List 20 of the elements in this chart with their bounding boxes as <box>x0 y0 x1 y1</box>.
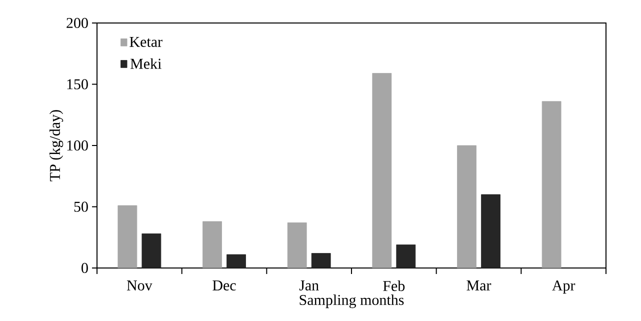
x-tick-label: Feb <box>383 280 405 292</box>
bar <box>311 253 331 268</box>
y-tick-label: 0 <box>82 262 88 274</box>
y-tick-label: 200 <box>66 18 88 28</box>
legend-label: Meki <box>130 58 162 69</box>
bar <box>142 233 162 268</box>
bar <box>226 254 246 268</box>
x-axis-title: Sampling months <box>300 294 404 308</box>
y-tick-label: 100 <box>67 140 88 151</box>
bar <box>481 194 500 268</box>
x-tick-label: Nov <box>126 280 152 290</box>
x-tick-label: Mar <box>466 280 492 290</box>
x-tick-label: Apr <box>552 280 576 294</box>
y-tick-label: 150 <box>67 79 88 90</box>
bar <box>396 244 416 268</box>
y-axis-title: TP (kg/day) <box>49 110 64 182</box>
legend-label: Ketar <box>130 37 162 47</box>
x-tick-label: Jan <box>299 280 319 290</box>
y-tick-label: 50 <box>74 202 88 212</box>
x-tick-label: Dec <box>212 280 236 290</box>
